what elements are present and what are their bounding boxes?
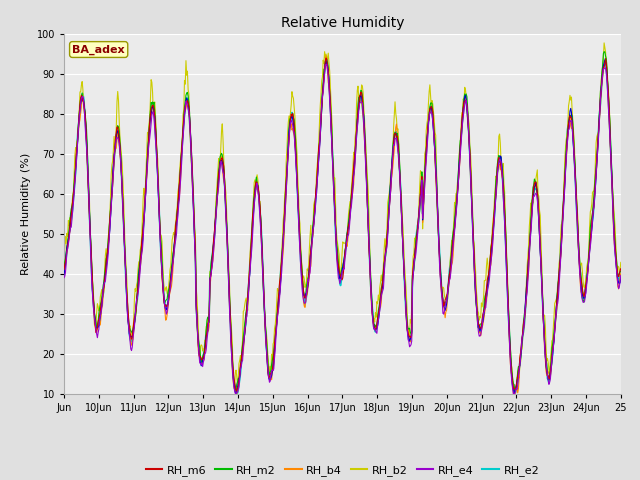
Line: RH_b4: RH_b4 (64, 56, 621, 394)
RH_m6 (617, 266, 625, 272)
RH_b4 (256, 209, 264, 215)
RH_b2 (60, 256, 68, 262)
RH (277, 271, 285, 276)
RH_e2 (277, 264, 285, 270)
RH_m2 (276, 281, 284, 287)
RH_m2 (125, 324, 133, 329)
RH_b2 (617, 260, 625, 265)
RH_e4 (256, 215, 264, 221)
RH_b4 (617, 271, 625, 276)
Line: RH_e2: RH_e2 (64, 57, 621, 393)
RH_b2 (125, 325, 133, 331)
RH_m6 (228, 346, 236, 351)
RH_e4 (617, 273, 625, 278)
RH_m2 (255, 195, 263, 201)
RH_e2 (256, 207, 264, 213)
RH_m2 (228, 343, 236, 349)
RH_b4 (277, 269, 285, 275)
Line: RH_m2: RH_m2 (64, 52, 621, 392)
RH_e4 (60, 275, 68, 281)
RH (232, 391, 240, 396)
RH_b2 (228, 330, 236, 336)
Legend: RH_m6, RH, RH_m2, RH_b4, RH_b2, RH_e4, RH_e2: RH_m6, RH, RH_m2, RH_b4, RH_b2, RH_e4, R… (141, 461, 544, 480)
RH_m6 (433, 180, 440, 186)
RH_e2 (323, 54, 331, 60)
RH_e4 (401, 293, 409, 299)
RH_m2 (400, 261, 408, 266)
RH_b2 (276, 273, 284, 278)
RH_m6 (322, 55, 330, 61)
Line: RH: RH (64, 60, 621, 394)
RH (401, 292, 409, 298)
Y-axis label: Relative Humidity (%): Relative Humidity (%) (21, 153, 31, 275)
RH_m2 (617, 268, 625, 274)
RH_e4 (277, 277, 285, 283)
RH_m6 (125, 324, 133, 330)
RH_e2 (125, 331, 133, 337)
RH_e2 (433, 179, 440, 185)
RH_m6 (233, 388, 241, 394)
RH_b4 (322, 53, 330, 59)
RH_b2 (512, 386, 520, 392)
RH_m6 (277, 264, 285, 269)
RH_b2 (255, 199, 263, 205)
RH_b4 (60, 271, 68, 276)
RH (256, 208, 264, 214)
Title: Relative Humidity: Relative Humidity (281, 16, 404, 30)
RH (322, 58, 330, 63)
RH (125, 331, 133, 337)
RH_e2 (617, 273, 625, 278)
RH_e4 (433, 179, 440, 184)
RH_m2 (431, 138, 439, 144)
RH_e4 (228, 354, 236, 360)
RH_e4 (323, 61, 331, 67)
RH_b2 (600, 40, 608, 46)
RH_b2 (400, 244, 408, 250)
RH_m6 (401, 291, 409, 297)
RH (228, 348, 236, 354)
RH_b4 (228, 353, 236, 359)
RH_b4 (233, 391, 241, 396)
Line: RH_e4: RH_e4 (64, 64, 621, 394)
RH_m2 (600, 49, 608, 55)
RH_e2 (228, 347, 236, 353)
RH_b4 (125, 329, 133, 335)
RH_m2 (511, 389, 518, 395)
RH (433, 176, 440, 182)
RH_e2 (60, 268, 68, 274)
Line: RH_m6: RH_m6 (64, 58, 621, 391)
RH (60, 272, 68, 278)
RH (617, 275, 625, 280)
RH_e4 (125, 330, 133, 336)
RH_e2 (401, 295, 409, 300)
RH_b4 (433, 190, 440, 195)
RH_m2 (60, 264, 68, 270)
Line: RH_b2: RH_b2 (64, 43, 621, 389)
RH_b4 (401, 288, 409, 294)
RH_e2 (234, 390, 241, 396)
RH_m6 (256, 204, 264, 209)
Text: BA_adex: BA_adex (72, 44, 125, 55)
RH_e4 (232, 391, 239, 396)
RH_b2 (431, 130, 439, 135)
RH_m6 (60, 266, 68, 272)
